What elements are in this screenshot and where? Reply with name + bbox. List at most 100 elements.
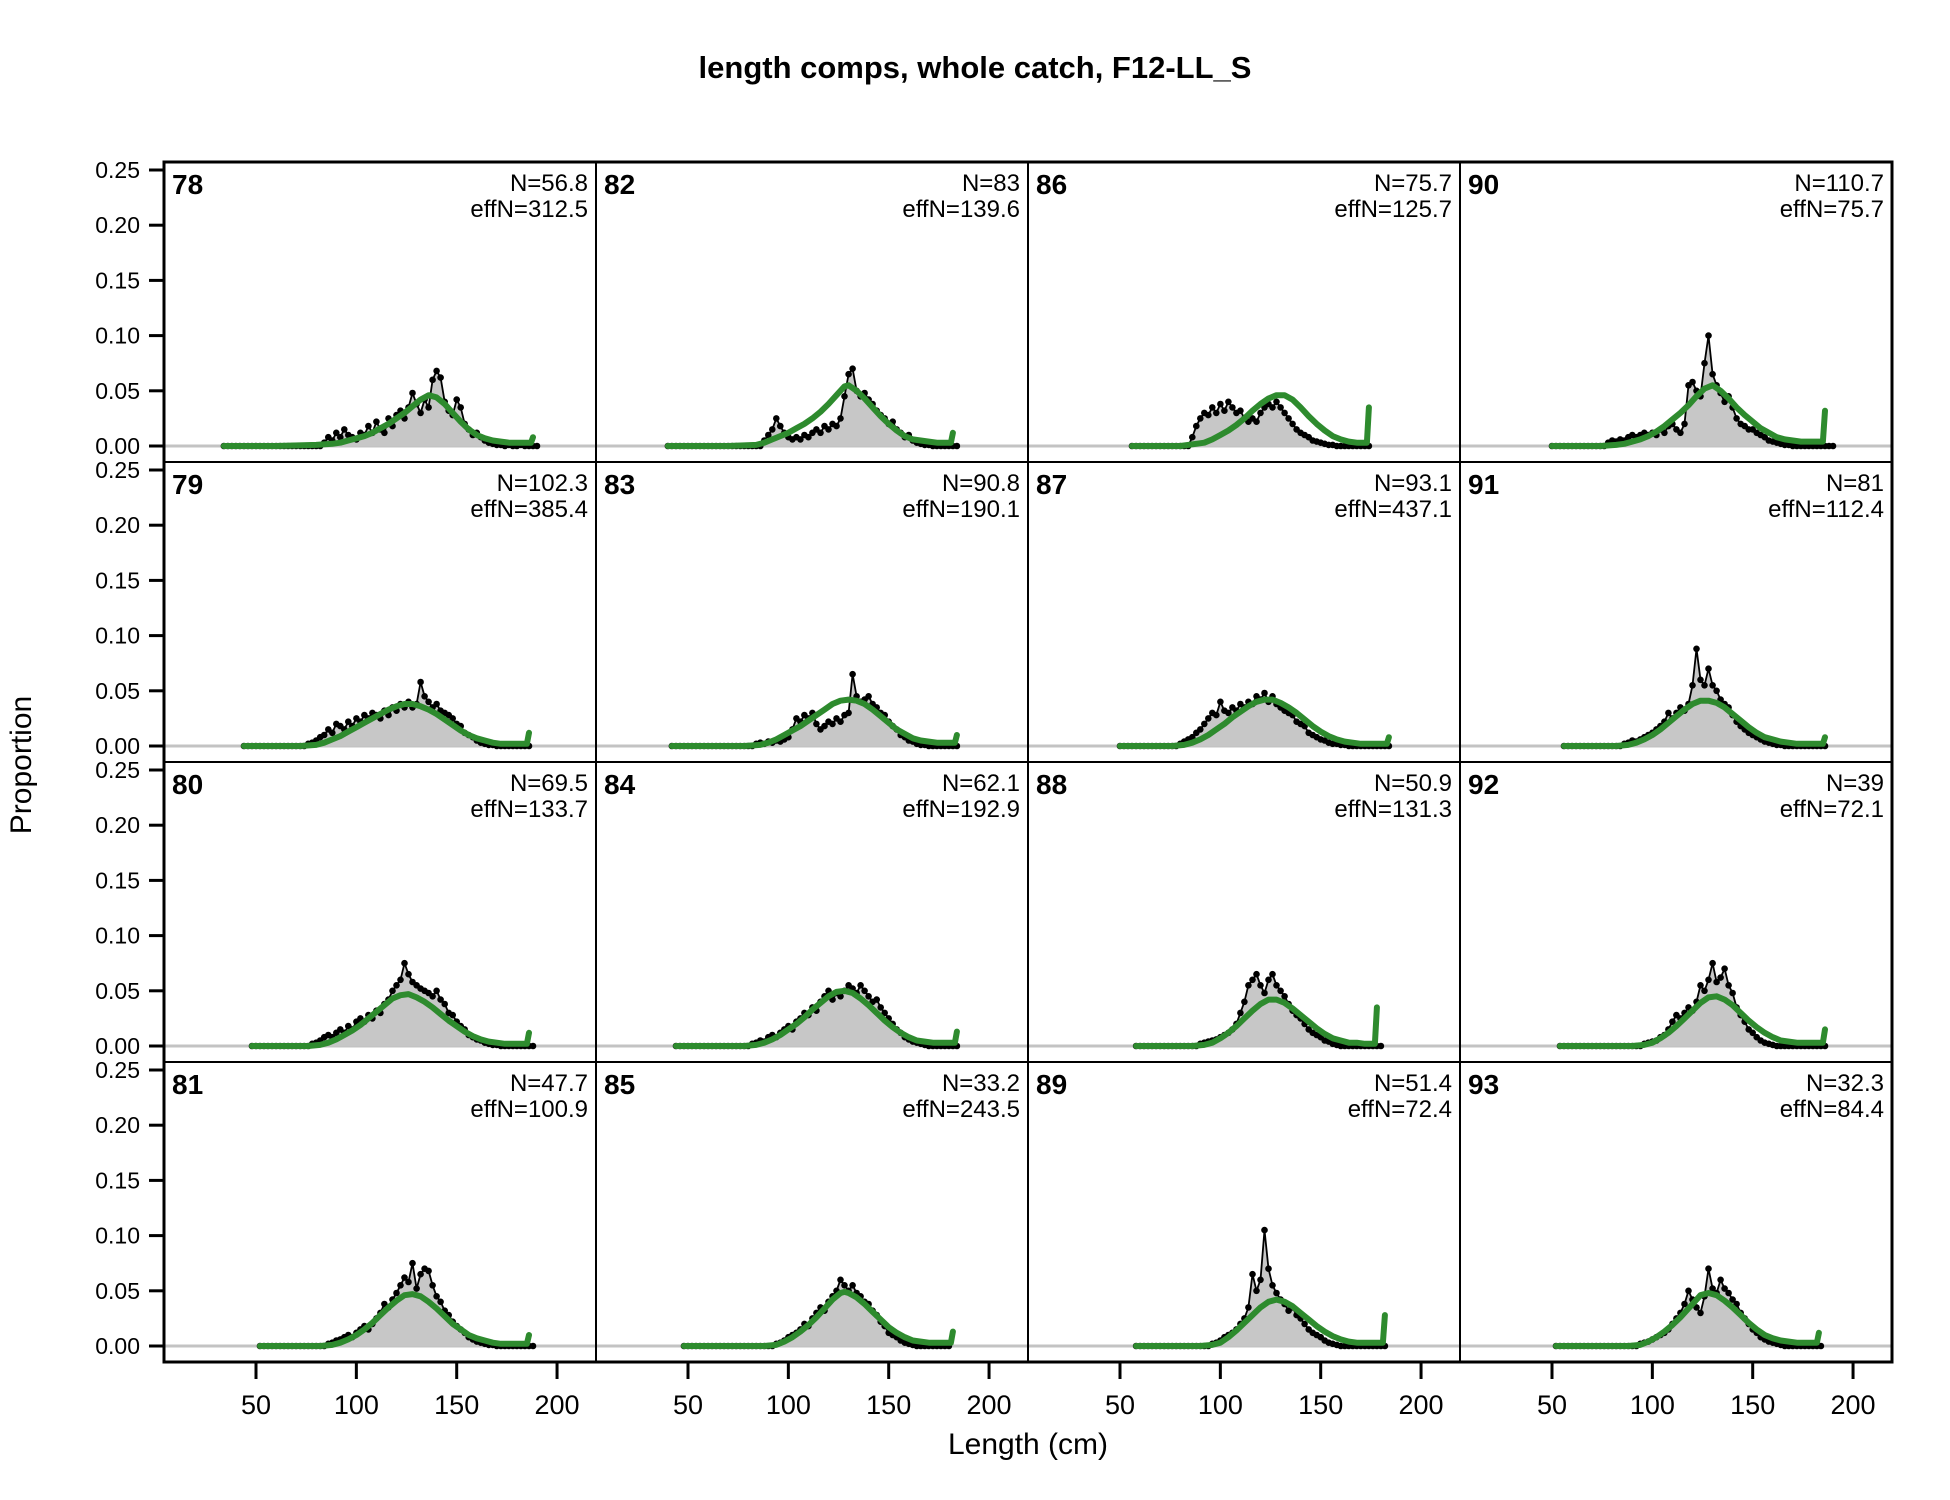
observed-point [449,715,457,722]
panel-n-label: N=56.8 [510,170,588,197]
y-tick-label: 0.10 [95,623,140,649]
observed-point [1733,415,1740,422]
y-tick-label: 0.25 [95,157,140,183]
x-tick-label: 150 [866,1390,911,1420]
x-tick-label: 200 [535,1390,580,1420]
observed-point [837,993,844,1000]
y-tick-label: 0.20 [95,212,140,238]
observed-point [1229,404,1236,411]
observed-point [1729,1296,1736,1303]
panel-n-label: N=62.1 [942,770,1020,797]
observed-point [1257,982,1264,989]
observed-point [849,670,856,678]
observed-point [777,422,784,430]
panel-year-label: 85 [604,1069,635,1100]
x-tick-label: 150 [1298,1390,1343,1420]
x-tick-label: 200 [967,1390,1012,1420]
panel-year-label: 93 [1468,1069,1499,1100]
observed-point [345,718,352,725]
y-tick-label: 0.15 [95,567,140,593]
observed-point [837,1276,844,1284]
x-tick-label: 150 [1730,1390,1775,1420]
panel-n-label: N=47.7 [510,1070,588,1097]
observed-point [1717,974,1724,981]
observed-point [1273,982,1280,989]
observed-point [857,982,864,989]
panel-year-label: 84 [604,769,636,800]
panel-n-label: N=83 [962,170,1020,197]
expected-line [1129,392,1372,449]
observed-point [1725,1289,1732,1297]
y-tick-label: 0.05 [95,678,140,704]
observed-point [397,1282,404,1289]
observed-point [1197,726,1204,733]
observed-area [223,370,537,446]
panel-year-label: 90 [1468,169,1499,200]
y-tick-label: 0.20 [95,1112,140,1138]
y-tick-label: 0.05 [95,378,140,404]
y-tick-label: 0.00 [95,433,140,459]
observed-point [393,982,400,989]
observed-point [457,404,465,411]
observed-point [1677,429,1684,437]
observed-point [821,722,828,730]
observed-point [1721,1285,1728,1292]
y-tick-label: 0.15 [95,867,140,893]
observed-point [1709,682,1716,689]
observed-point [1705,1265,1712,1272]
panel-n-label: N=81 [1826,470,1884,497]
panel-n-label: N=102.3 [497,470,588,497]
panel-n-label: N=110.7 [1794,170,1884,197]
observed-point [393,1289,400,1297]
observed-point [953,442,961,450]
observed-point [1281,409,1288,417]
y-tick-label: 0.05 [95,1278,140,1304]
observed-point [425,698,432,706]
expected-line [681,1288,956,1349]
observed-area [671,674,957,746]
panel-effn-label: effN=72.1 [1780,796,1884,823]
y-tick-label: 0.25 [95,457,140,483]
observed-point [433,367,440,375]
observed-point [877,1004,884,1011]
observed-point [529,1042,537,1050]
x-tick-label: 100 [334,1390,379,1420]
observed-point [1269,1282,1276,1289]
observed-point [1725,982,1732,989]
observed-point [533,442,541,450]
observed-point [1245,1304,1252,1311]
expected-line [1117,696,1392,749]
observed-point [841,393,848,400]
observed-point [1213,409,1220,417]
x-tick-label: 200 [1831,1390,1876,1420]
observed-point [1697,1309,1704,1317]
expected-line [257,1291,532,1349]
observed-point [1205,715,1212,722]
observed-point [1697,982,1704,989]
observed-point [1301,1320,1308,1328]
observed-point [401,959,408,967]
panel-n-label: N=51.4 [1374,1070,1452,1097]
observed-point [397,976,404,984]
observed-point [441,1000,449,1008]
panel-bg [1028,1062,1460,1362]
y-tick-label: 0.00 [95,1033,140,1059]
observed-point [817,429,824,437]
panel-year-label: 89 [1036,1069,1067,1100]
observed-area [1552,335,1833,446]
observed-point [1253,1287,1260,1295]
x-tick-label: 100 [766,1390,811,1420]
panel-effn-label: effN=192.9 [902,796,1020,823]
observed-point [1197,415,1204,422]
panel-year-label: 92 [1468,769,1499,800]
observed-point [773,415,780,422]
observed-point [1681,420,1688,428]
observed-point [1253,418,1260,426]
panel-year-label: 87 [1036,469,1067,500]
observed-point [529,1342,537,1350]
